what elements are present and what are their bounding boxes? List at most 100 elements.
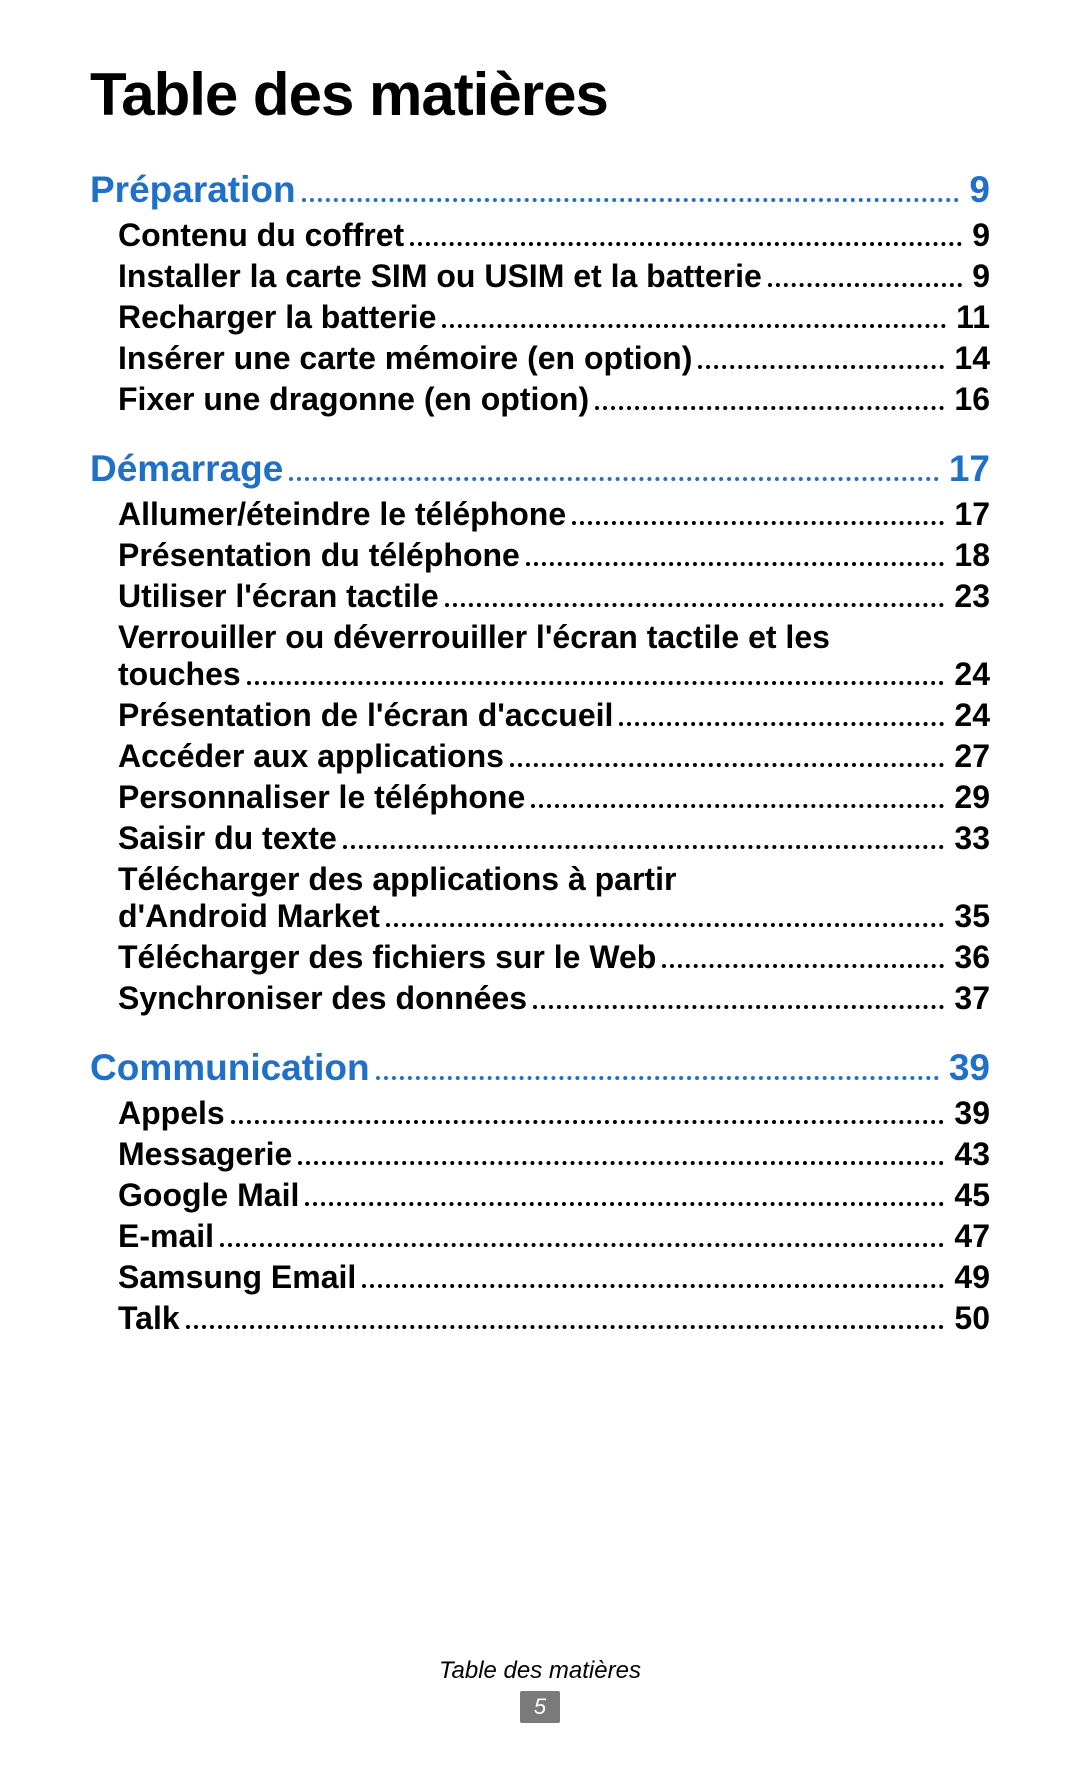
entry-page: 16	[954, 381, 990, 418]
leader-dots	[531, 798, 944, 808]
entry-label-line2: touches	[118, 656, 241, 693]
leader-dots	[305, 1196, 944, 1206]
entry-label: Samsung Email	[118, 1259, 356, 1296]
leader-dots	[526, 556, 945, 566]
entry-label: Recharger la batterie	[118, 299, 436, 336]
section-title: Communication	[90, 1047, 370, 1089]
entry-page: 18	[954, 537, 990, 574]
toc-entry[interactable]: Talk 50	[118, 1300, 990, 1337]
entry-page: 29	[954, 779, 990, 816]
leader-dots	[698, 359, 944, 369]
entry-label: Présentation du téléphone	[118, 537, 520, 574]
leader-dots	[386, 917, 945, 927]
entry-page: 23	[954, 578, 990, 615]
table-of-contents: Préparation 9 Contenu du coffret 9 Installe…	[90, 169, 990, 1337]
entry-label: Accéder aux applications	[118, 738, 504, 775]
entry-label: Talk	[118, 1300, 180, 1337]
toc-entry[interactable]: Verrouiller ou déverrouiller l'écran tac…	[118, 619, 990, 693]
toc-section: Démarrage 17Allumer/éteindre le téléphon…	[90, 448, 990, 1017]
leader-dots	[442, 318, 946, 328]
entry-label: Appels	[118, 1095, 225, 1132]
toc-entry[interactable]: Recharger la batterie 11	[118, 299, 990, 336]
entry-label: Synchroniser des données	[118, 980, 527, 1017]
entry-label-line1: Verrouiller ou déverrouiller l'écran tac…	[118, 619, 990, 656]
entry-page: 36	[954, 939, 990, 976]
section-page: 17	[949, 448, 990, 490]
toc-entry[interactable]: Fixer une dragonne (en option)16	[118, 381, 990, 418]
page-footer: Table des matières 5	[0, 1657, 1080, 1723]
entry-page: 33	[954, 820, 990, 857]
entry-label: E-mail	[118, 1218, 214, 1255]
toc-entry[interactable]: Samsung Email 49	[118, 1259, 990, 1296]
entry-label: Messagerie	[118, 1136, 292, 1173]
leader-dots	[410, 236, 962, 246]
leader-dots	[343, 839, 945, 849]
toc-section: Communication 39 Appels 39 Messagerie 43 Goog…	[90, 1047, 990, 1337]
leader-dots	[362, 1278, 944, 1288]
entry-page: 39	[954, 1095, 990, 1132]
section-title: Démarrage	[90, 448, 283, 490]
entry-label: Utiliser l'écran tactile	[118, 578, 439, 615]
entry-label-line2: d'Android Market	[118, 898, 380, 935]
toc-entry[interactable]: Présentation de l'écran d'accueil 24	[118, 697, 990, 734]
leader-dots	[595, 400, 944, 410]
entry-page: 50	[954, 1300, 990, 1337]
entry-label: Contenu du coffret	[118, 217, 404, 254]
toc-entry[interactable]: Utiliser l'écran tactile 23	[118, 578, 990, 615]
toc-entry[interactable]: Télécharger des applications à partird'A…	[118, 861, 990, 935]
toc-entry[interactable]: Personnaliser le téléphone 29	[118, 779, 990, 816]
entry-page: 49	[954, 1259, 990, 1296]
toc-entry[interactable]: Messagerie 43	[118, 1136, 990, 1173]
footer-label: Table des matières	[0, 1657, 1080, 1685]
entry-label: Installer la carte SIM ou USIM et la bat…	[118, 258, 762, 295]
toc-entry[interactable]: Synchroniser des données 37	[118, 980, 990, 1017]
leader-dots	[768, 277, 962, 287]
toc-section: Préparation 9 Contenu du coffret 9 Installe…	[90, 169, 990, 418]
entry-page: 24	[954, 697, 990, 734]
leader-dots	[302, 191, 960, 202]
entry-label: Google Mail	[118, 1177, 299, 1214]
leader-dots	[533, 999, 944, 1009]
entry-page: 17	[954, 496, 990, 533]
leader-dots	[220, 1237, 944, 1247]
entry-label: Allumer/éteindre le téléphone	[118, 496, 566, 533]
page-number-badge: 5	[520, 1691, 560, 1723]
toc-entry[interactable]: Accéder aux applications27	[118, 738, 990, 775]
toc-entry[interactable]: Saisir du texte 33	[118, 820, 990, 857]
toc-section-heading[interactable]: Communication 39	[90, 1047, 990, 1089]
toc-entry[interactable]: Contenu du coffret 9	[118, 217, 990, 254]
toc-entry[interactable]: Télécharger des fichiers sur le Web36	[118, 939, 990, 976]
leader-dots	[186, 1319, 945, 1329]
entry-page: 9	[972, 217, 990, 254]
toc-section-heading[interactable]: Préparation 9	[90, 169, 990, 211]
leader-dots	[619, 716, 944, 726]
entry-label-line1: Télécharger des applications à partir	[118, 861, 990, 898]
toc-entry[interactable]: Appels 39	[118, 1095, 990, 1132]
entry-label: Saisir du texte	[118, 820, 337, 857]
toc-entry[interactable]: Installer la carte SIM ou USIM et la bat…	[118, 258, 990, 295]
leader-dots	[445, 597, 945, 607]
page-title: Table des matières	[90, 60, 990, 129]
entry-page: 14	[954, 340, 990, 377]
entry-page: 37	[954, 980, 990, 1017]
entry-label: Insérer une carte mémoire (en option)	[118, 340, 692, 377]
toc-entry[interactable]: Google Mail45	[118, 1177, 990, 1214]
entry-page: 43	[954, 1136, 990, 1173]
entry-page: 9	[972, 258, 990, 295]
toc-entry[interactable]: Insérer une carte mémoire (en option) 14	[118, 340, 990, 377]
entry-page: 11	[956, 299, 990, 336]
toc-entry[interactable]: Allumer/éteindre le téléphone 17	[118, 496, 990, 533]
leader-dots	[247, 675, 945, 685]
leader-dots	[662, 958, 944, 968]
leader-dots	[572, 515, 944, 525]
entry-label: Personnaliser le téléphone	[118, 779, 525, 816]
leader-dots	[510, 757, 944, 767]
section-title: Préparation	[90, 169, 296, 211]
leader-dots	[289, 470, 939, 481]
toc-section-heading[interactable]: Démarrage 17	[90, 448, 990, 490]
entry-page: 35	[954, 898, 990, 935]
toc-entry[interactable]: Présentation du téléphone 18	[118, 537, 990, 574]
entry-page: 24	[954, 656, 990, 693]
toc-entry[interactable]: E-mail47	[118, 1218, 990, 1255]
entry-label: Présentation de l'écran d'accueil	[118, 697, 613, 734]
